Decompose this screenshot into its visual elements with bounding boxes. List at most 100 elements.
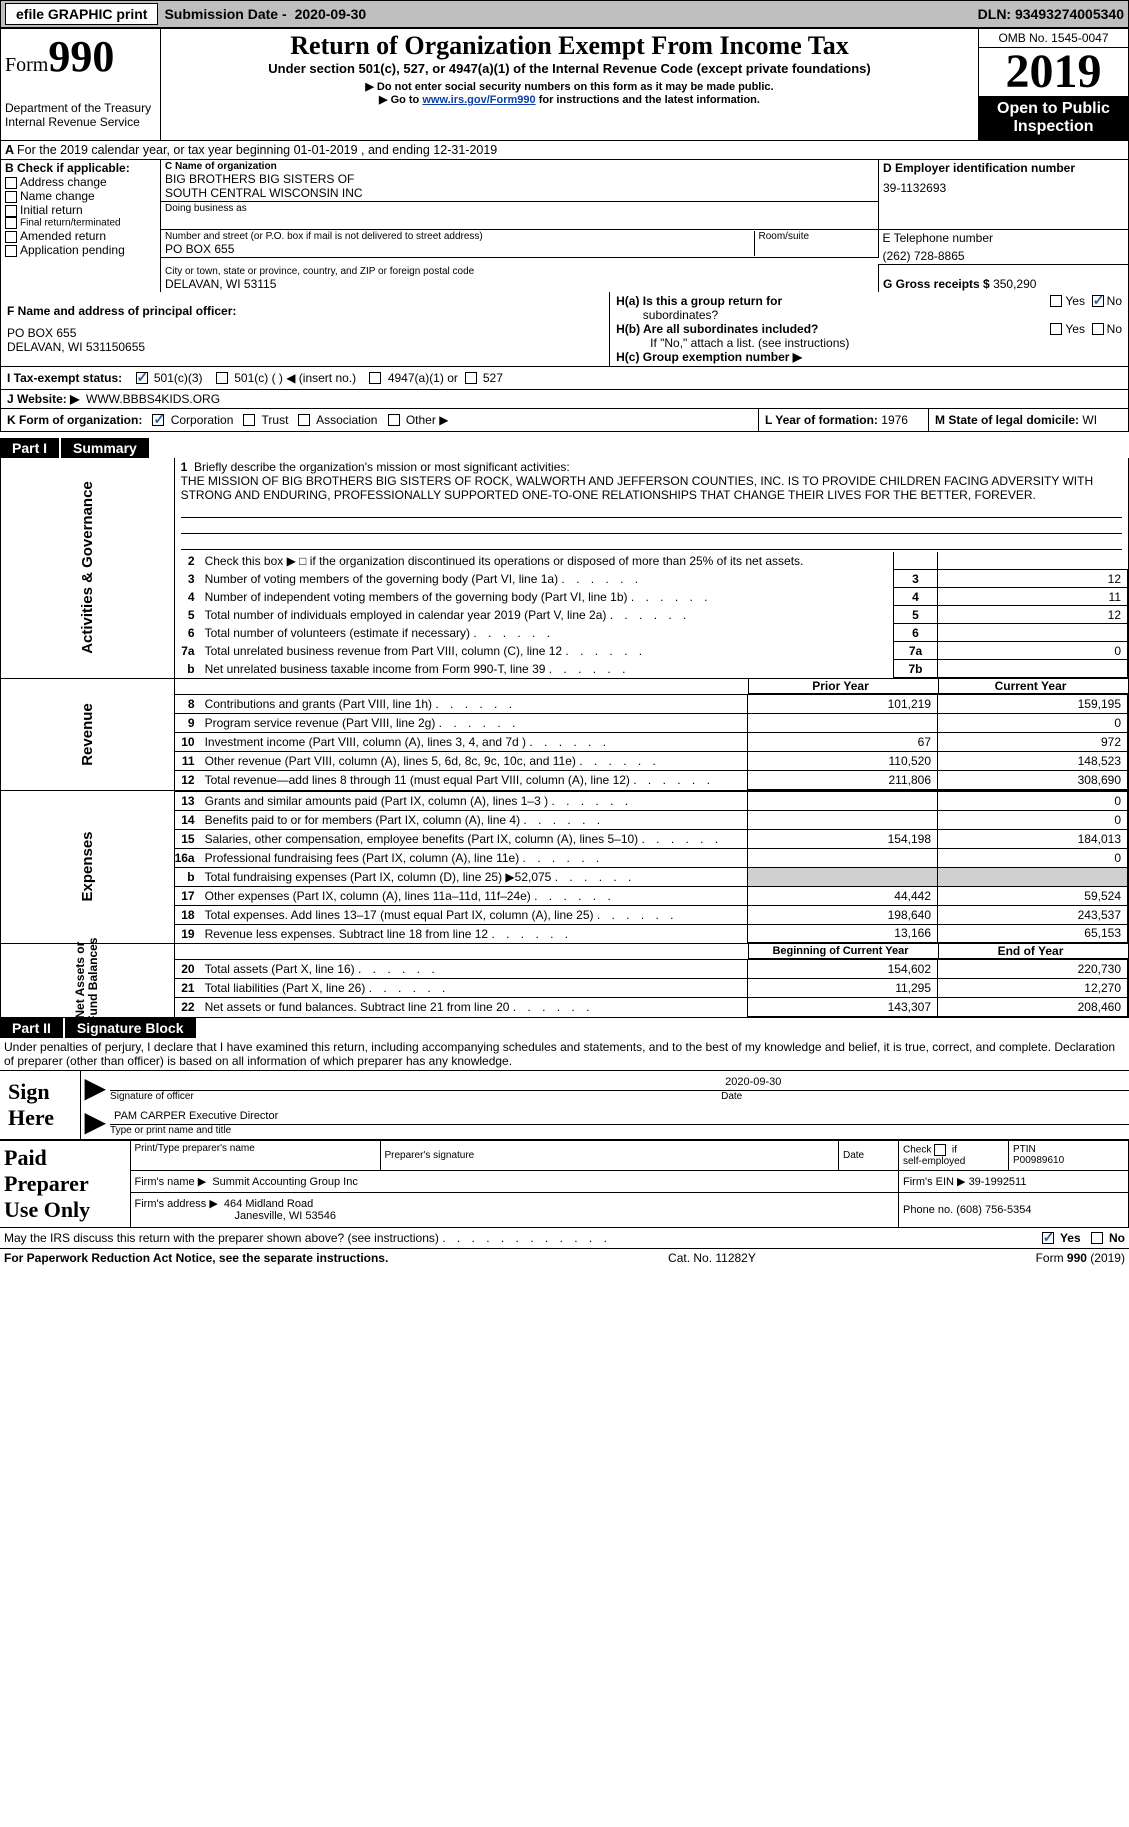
street-label: Number and street (or P.O. box if mail i… — [165, 231, 754, 242]
sign-date: 2020-09-30 — [721, 1074, 1128, 1091]
form-number: Form990 — [5, 31, 156, 82]
hc-label: H(c) Group exemption number ▶ — [616, 350, 802, 364]
cb-4947[interactable] — [369, 372, 381, 384]
sig-officer-label: Signature of officer — [110, 1090, 721, 1102]
cb-501c3[interactable] — [136, 372, 148, 384]
firm-ein: 39-1992511 — [969, 1176, 1027, 1188]
room-label: Room/suite — [759, 231, 874, 242]
efile-print-button[interactable]: efile GRAPHIC print — [5, 3, 158, 25]
open-to-public: Open to PublicInspection — [979, 96, 1128, 140]
gross-receipts-label: G Gross receipts $ — [883, 277, 990, 291]
year-formation: 1976 — [881, 413, 908, 427]
tax-period: A For the 2019 calendar year, or tax yea… — [0, 141, 1129, 160]
page-footer: For Paperwork Reduction Act Notice, see … — [0, 1249, 1129, 1267]
cb-corp[interactable] — [152, 414, 164, 426]
cb-name-change[interactable] — [5, 191, 17, 203]
cb-self-employed[interactable] — [934, 1144, 946, 1156]
prep-date-label: Date — [843, 1150, 894, 1161]
state-domicile: WI — [1082, 413, 1097, 427]
cb-app-pending[interactable] — [5, 245, 17, 257]
city-label: City or town, state or province, country… — [165, 266, 874, 277]
dln-value: 93493274005340 — [1015, 6, 1124, 22]
prep-name-label: Print/Type preparer's name — [135, 1143, 376, 1154]
f-label: F Name and address of principal officer: — [7, 304, 603, 318]
hb-note: If "No," attach a list. (see instruction… — [616, 336, 1122, 350]
ein-value: 39-1132693 — [883, 181, 1124, 195]
ha-row: H(a) Is this a group return for Yes No s… — [616, 294, 1122, 322]
mission-text: THE MISSION OF BIG BROTHERS BIG SISTERS … — [181, 474, 1094, 502]
dba-label: Doing business as — [165, 203, 874, 214]
sign-here-block: Sign Here ▶ 2020-09-30 Signature of offi… — [0, 1071, 1129, 1139]
cb-initial-return[interactable] — [5, 205, 17, 217]
tax-year: 2019 — [979, 48, 1128, 96]
cb-527[interactable] — [465, 372, 477, 384]
street-value: PO BOX 655 — [165, 242, 754, 256]
irs-link[interactable]: www.irs.gov/Form990 — [422, 94, 535, 106]
cb-hb-yes[interactable] — [1050, 323, 1062, 335]
cb-ha-yes[interactable] — [1050, 295, 1062, 307]
tab-na: Net Assets orFund Balances — [74, 894, 100, 1067]
note-ssn: ▶ Do not enter social security numbers o… — [165, 80, 974, 93]
form-title: Return of Organization Exempt From Incom… — [165, 31, 974, 61]
hdr-end-year: End of Year — [939, 944, 1129, 959]
cb-hb-no[interactable] — [1092, 323, 1104, 335]
cb-discuss-yes[interactable] — [1042, 1232, 1054, 1244]
mission-label: Briefly describe the organization's miss… — [194, 460, 570, 474]
cb-ha-no[interactable] — [1092, 295, 1104, 307]
entity-info-block: B Check if applicable: Address change Na… — [0, 160, 1129, 292]
top-toolbar: efile GRAPHIC print Submission Date - 20… — [0, 0, 1129, 28]
officer-addr-2: DELAVAN, WI 531150655 — [7, 340, 603, 354]
cb-amended[interactable] — [5, 231, 17, 243]
cb-discuss-no[interactable] — [1091, 1232, 1103, 1244]
officer-name: PAM CARPER Executive Director — [110, 1108, 1128, 1125]
paid-preparer-block: Paid Preparer Use Only Print/Type prepar… — [0, 1140, 1129, 1228]
form-subtitle: Under section 501(c), 527, or 4947(a)(1)… — [165, 61, 974, 76]
city-value: DELAVAN, WI 53115 — [165, 277, 874, 291]
discuss-row: May the IRS discuss this return with the… — [0, 1228, 1129, 1249]
form-header: Form990 Return of Organization Exempt Fr… — [0, 28, 1129, 141]
tab-ag: Activities & Governance — [79, 481, 96, 654]
submission-date-value: 2020-09-30 — [295, 6, 367, 22]
officer-name-label: Type or print name and title — [110, 1125, 1128, 1136]
hdr-beg-year: Beginning of Current Year — [749, 944, 939, 959]
cb-501c[interactable] — [216, 372, 228, 384]
summary-table: Activities & Governance 1 Briefly descri… — [0, 458, 1129, 1018]
sig-date-label: Date — [721, 1090, 1128, 1102]
part-1-header: Part I Summary — [0, 438, 1129, 458]
org-name-1: BIG BROTHERS BIG SISTERS OF — [165, 172, 874, 186]
firm-phone: (608) 756-5354 — [956, 1204, 1031, 1216]
website-value: WWW.BBBS4KIDS.ORG — [86, 392, 220, 406]
perjury-text: Under penalties of perjury, I declare th… — [0, 1038, 1129, 1070]
hb-row: H(b) Are all subordinates included? Yes … — [616, 322, 1122, 336]
org-name-2: SOUTH CENTRAL WISCONSIN INC — [165, 186, 874, 200]
hdr-prior-year: Prior Year — [749, 679, 939, 694]
website-row: J Website: ▶ WWW.BBBS4KIDS.ORG — [0, 390, 1129, 409]
phone-label: E Telephone number — [883, 231, 1125, 245]
officer-addr-1: PO BOX 655 — [7, 326, 603, 340]
note-link: ▶ Go to www.irs.gov/Form990 for instruct… — [165, 93, 974, 106]
phone-value: (262) 728-8865 — [883, 249, 1125, 263]
officer-group-block: F Name and address of principal officer:… — [0, 292, 1129, 367]
firm-name: Summit Accounting Group Inc — [212, 1176, 358, 1188]
firm-addr-1: 464 Midland Road — [224, 1198, 313, 1210]
b-label: B Check if applicable: — [5, 161, 156, 175]
firm-addr-2: Janesville, WI 53546 — [235, 1210, 337, 1222]
cb-trust[interactable] — [243, 414, 255, 426]
dept-treasury: Department of the TreasuryInternal Reven… — [1, 99, 161, 140]
dln-label: DLN: — [978, 6, 1011, 22]
part-2-header: Part II Signature Block — [0, 1018, 1129, 1038]
ein-label: D Employer identification number — [883, 161, 1124, 175]
cb-final-return[interactable] — [5, 217, 17, 229]
dln: DLN: 93493274005340 — [978, 6, 1124, 22]
form-footer-label: Form 990 (2019) — [1036, 1251, 1125, 1265]
gross-receipts-value: 350,290 — [993, 277, 1036, 291]
ptin-label: PTIN — [1013, 1144, 1036, 1155]
c-name-label: C Name of organization — [165, 161, 874, 172]
cb-address-change[interactable] — [5, 177, 17, 189]
cb-other[interactable] — [388, 414, 400, 426]
klm-row: K Form of organization: Corporation Trus… — [0, 409, 1129, 432]
submission-date-label: Submission Date - — [164, 6, 286, 22]
prep-sig-label: Preparer's signature — [385, 1150, 835, 1161]
ptin-value: P00989610 — [1013, 1155, 1064, 1166]
cb-assoc[interactable] — [298, 414, 310, 426]
